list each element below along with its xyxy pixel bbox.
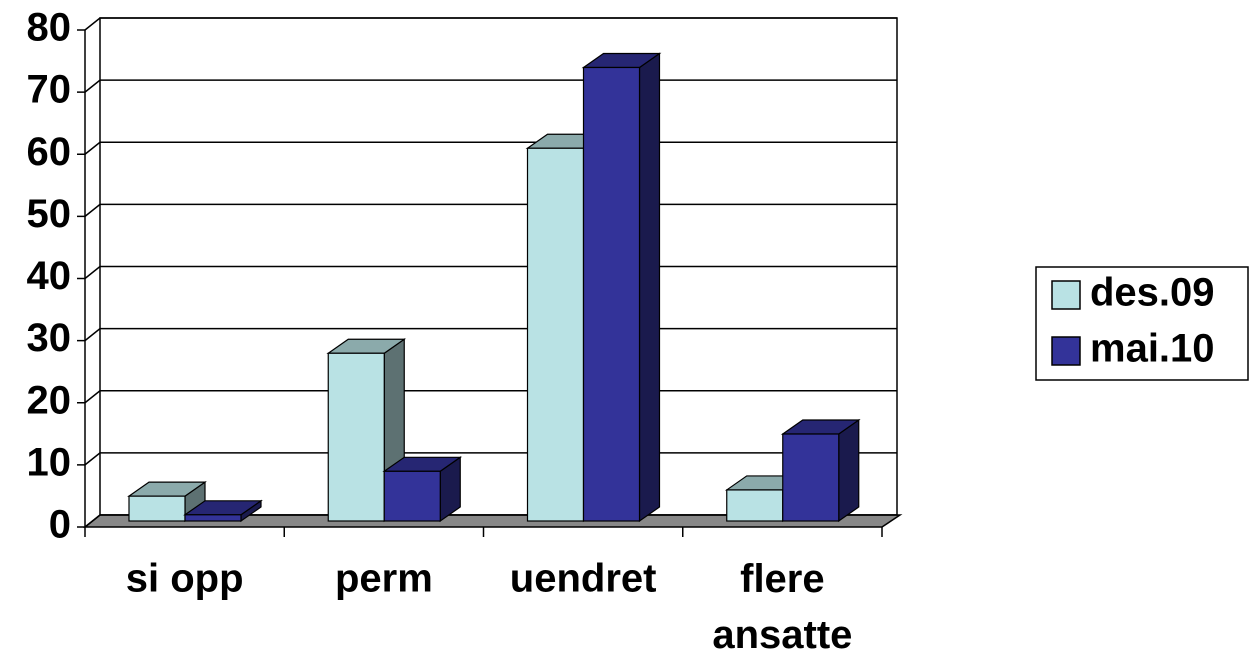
bar-front — [526, 147, 585, 522]
legend-label: des.09 — [1090, 271, 1215, 315]
y-tick-label: 50 — [27, 192, 72, 236]
x-tick-label: flere ansatte — [712, 557, 852, 657]
bar-side — [638, 52, 661, 523]
bar-front — [184, 514, 242, 522]
y-tick-label: 80 — [27, 6, 72, 50]
bar-front — [383, 470, 441, 522]
y-tick-label: 60 — [27, 130, 72, 174]
y-tick-label: 0 — [49, 503, 71, 547]
bar-side — [838, 418, 860, 523]
bar-front — [782, 433, 840, 522]
bar-front — [582, 66, 641, 522]
legend-swatch — [1051, 336, 1081, 366]
y-tick-label: 40 — [27, 254, 72, 298]
bar — [127, 480, 207, 523]
legend-label: mai.10 — [1090, 327, 1215, 371]
x-tick-label: si opp — [126, 557, 244, 601]
bar — [581, 52, 662, 523]
y-tick-label: 20 — [27, 378, 72, 422]
bar — [382, 456, 463, 523]
x-tick-label: uendret — [510, 557, 657, 601]
bar — [780, 418, 861, 523]
bar-front — [128, 495, 186, 522]
grid-line — [84, 17, 897, 31]
y-tick-label: 30 — [27, 316, 72, 360]
legend-swatch — [1051, 280, 1081, 310]
y-tick-label: 10 — [27, 440, 72, 484]
bar-front — [726, 489, 784, 522]
bar — [183, 499, 263, 523]
bar-front — [327, 352, 385, 522]
x-tick-label: perm — [335, 557, 433, 601]
y-tick-label: 70 — [27, 68, 72, 112]
